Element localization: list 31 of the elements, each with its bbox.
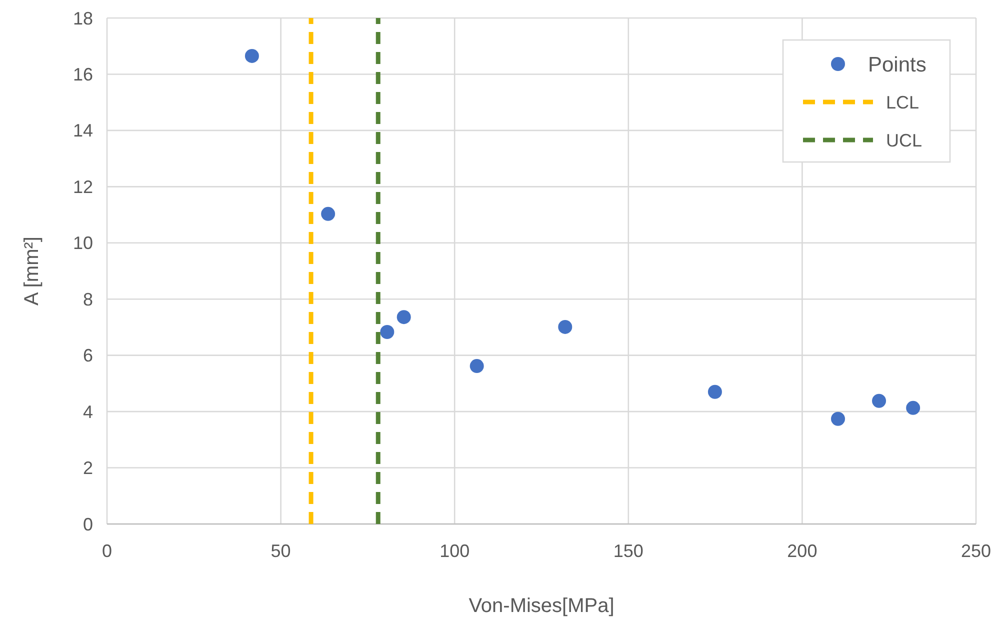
y-tick-label: 16 — [72, 64, 93, 85]
point — [708, 384, 722, 399]
point — [380, 325, 394, 339]
y-tick-label: 8 — [82, 289, 93, 310]
x-axis-title: Von-Mises[MPa] — [468, 595, 614, 617]
point — [831, 412, 846, 426]
y-tick-label: 0 — [82, 514, 93, 534]
legend-label: LCL — [886, 92, 920, 112]
point — [470, 359, 484, 374]
x-tick-label: 200 — [787, 541, 818, 561]
y-tick-label: 14 — [72, 120, 93, 141]
y-tick-label: 2 — [82, 458, 93, 478]
point — [906, 400, 920, 415]
x-tick-label: 50 — [270, 541, 291, 561]
point — [321, 206, 336, 221]
point — [872, 394, 886, 408]
y-tick-label: 6 — [82, 346, 93, 366]
x-tick-label: 0 — [102, 541, 112, 561]
point — [244, 48, 259, 63]
x-tick-label: 100 — [440, 541, 470, 561]
x-tick-label: 150 — [613, 541, 644, 561]
y-tick-label: 18 — [72, 8, 93, 28]
x-tick-label: 250 — [960, 541, 992, 561]
y-tick-label: 12 — [72, 176, 93, 197]
point — [396, 310, 411, 324]
point — [558, 320, 572, 334]
y-tick-label: 4 — [82, 402, 93, 422]
y-tick-label: 10 — [72, 233, 93, 254]
legend-label: UCL — [886, 130, 922, 150]
y-axis-title: A [mm²] — [21, 236, 43, 306]
legend-label: Points — [868, 53, 926, 76]
